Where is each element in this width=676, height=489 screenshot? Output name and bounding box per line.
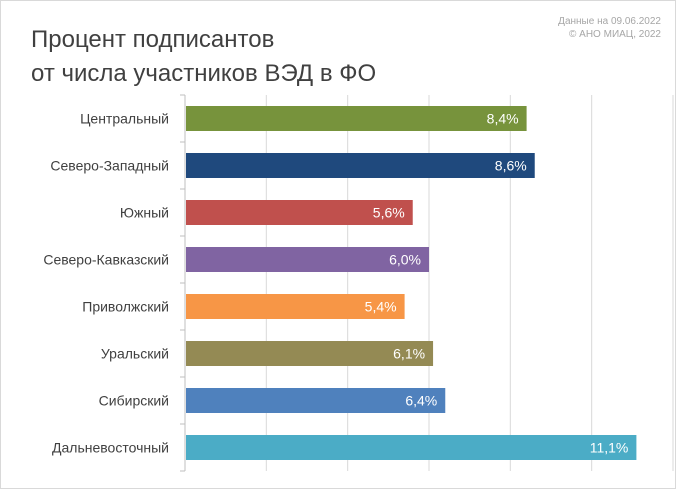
category-label-4: Северо-Кавказский	[43, 252, 169, 268]
category-label-2: Северо-Западный	[50, 158, 169, 174]
source-date: Данные на 09.06.2022	[558, 16, 661, 27]
source-note: Данные на 09.06.2022 © АНО МИАЦ, 2022	[558, 15, 661, 41]
value-label-5: 5,4%	[365, 299, 397, 315]
category-label-8: Дальневосточный	[52, 440, 169, 456]
chart-title-line-1: Процент подписантов	[31, 26, 275, 53]
category-label-5: Приволжский	[82, 299, 169, 315]
value-label-6: 6,1%	[393, 346, 425, 362]
bar-6	[186, 341, 434, 366]
bar-8	[186, 435, 637, 460]
chart-title-line-2: от числа участников ВЭД в ФО	[31, 60, 377, 87]
bar-3	[186, 200, 413, 225]
value-label-2: 8,6%	[495, 158, 527, 174]
category-label-6: Уральский	[101, 346, 169, 362]
category-label-3: Южный	[120, 205, 169, 221]
bar-7	[186, 388, 446, 413]
bar-2	[186, 153, 535, 178]
value-label-4: 6,0%	[389, 252, 421, 268]
category-label-1: Центральный	[80, 111, 169, 127]
chart-title: Процент подписантов от числа участников …	[31, 23, 376, 91]
value-label-7: 6,4%	[405, 393, 437, 409]
bar-4	[186, 247, 429, 272]
bar-5	[186, 294, 405, 319]
value-label-1: 8,4%	[487, 111, 519, 127]
source-copyright: © АНО МИАЦ, 2022	[569, 29, 661, 40]
value-label-8: 11,1%	[590, 440, 629, 456]
value-label-3: 5,6%	[373, 205, 405, 221]
bar-1	[186, 106, 527, 131]
category-label-7: Сибирский	[99, 393, 169, 409]
